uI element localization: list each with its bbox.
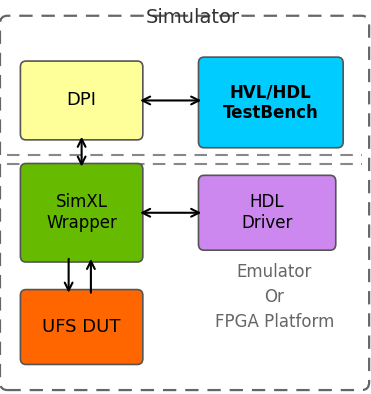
- FancyBboxPatch shape: [20, 61, 143, 140]
- Text: Simulator: Simulator: [146, 8, 240, 27]
- FancyBboxPatch shape: [198, 57, 343, 148]
- Text: HDL
Driver: HDL Driver: [242, 193, 293, 232]
- Text: UFS DUT: UFS DUT: [42, 318, 121, 336]
- Text: SimXL
Wrapper: SimXL Wrapper: [46, 193, 117, 232]
- Text: Emulator
Or
FPGA Platform: Emulator Or FPGA Platform: [215, 264, 334, 331]
- FancyBboxPatch shape: [20, 164, 143, 262]
- Text: DPI: DPI: [67, 91, 96, 110]
- Text: HVL/HDL
TestBench: HVL/HDL TestBench: [223, 83, 319, 122]
- FancyBboxPatch shape: [20, 290, 143, 364]
- FancyBboxPatch shape: [198, 175, 336, 250]
